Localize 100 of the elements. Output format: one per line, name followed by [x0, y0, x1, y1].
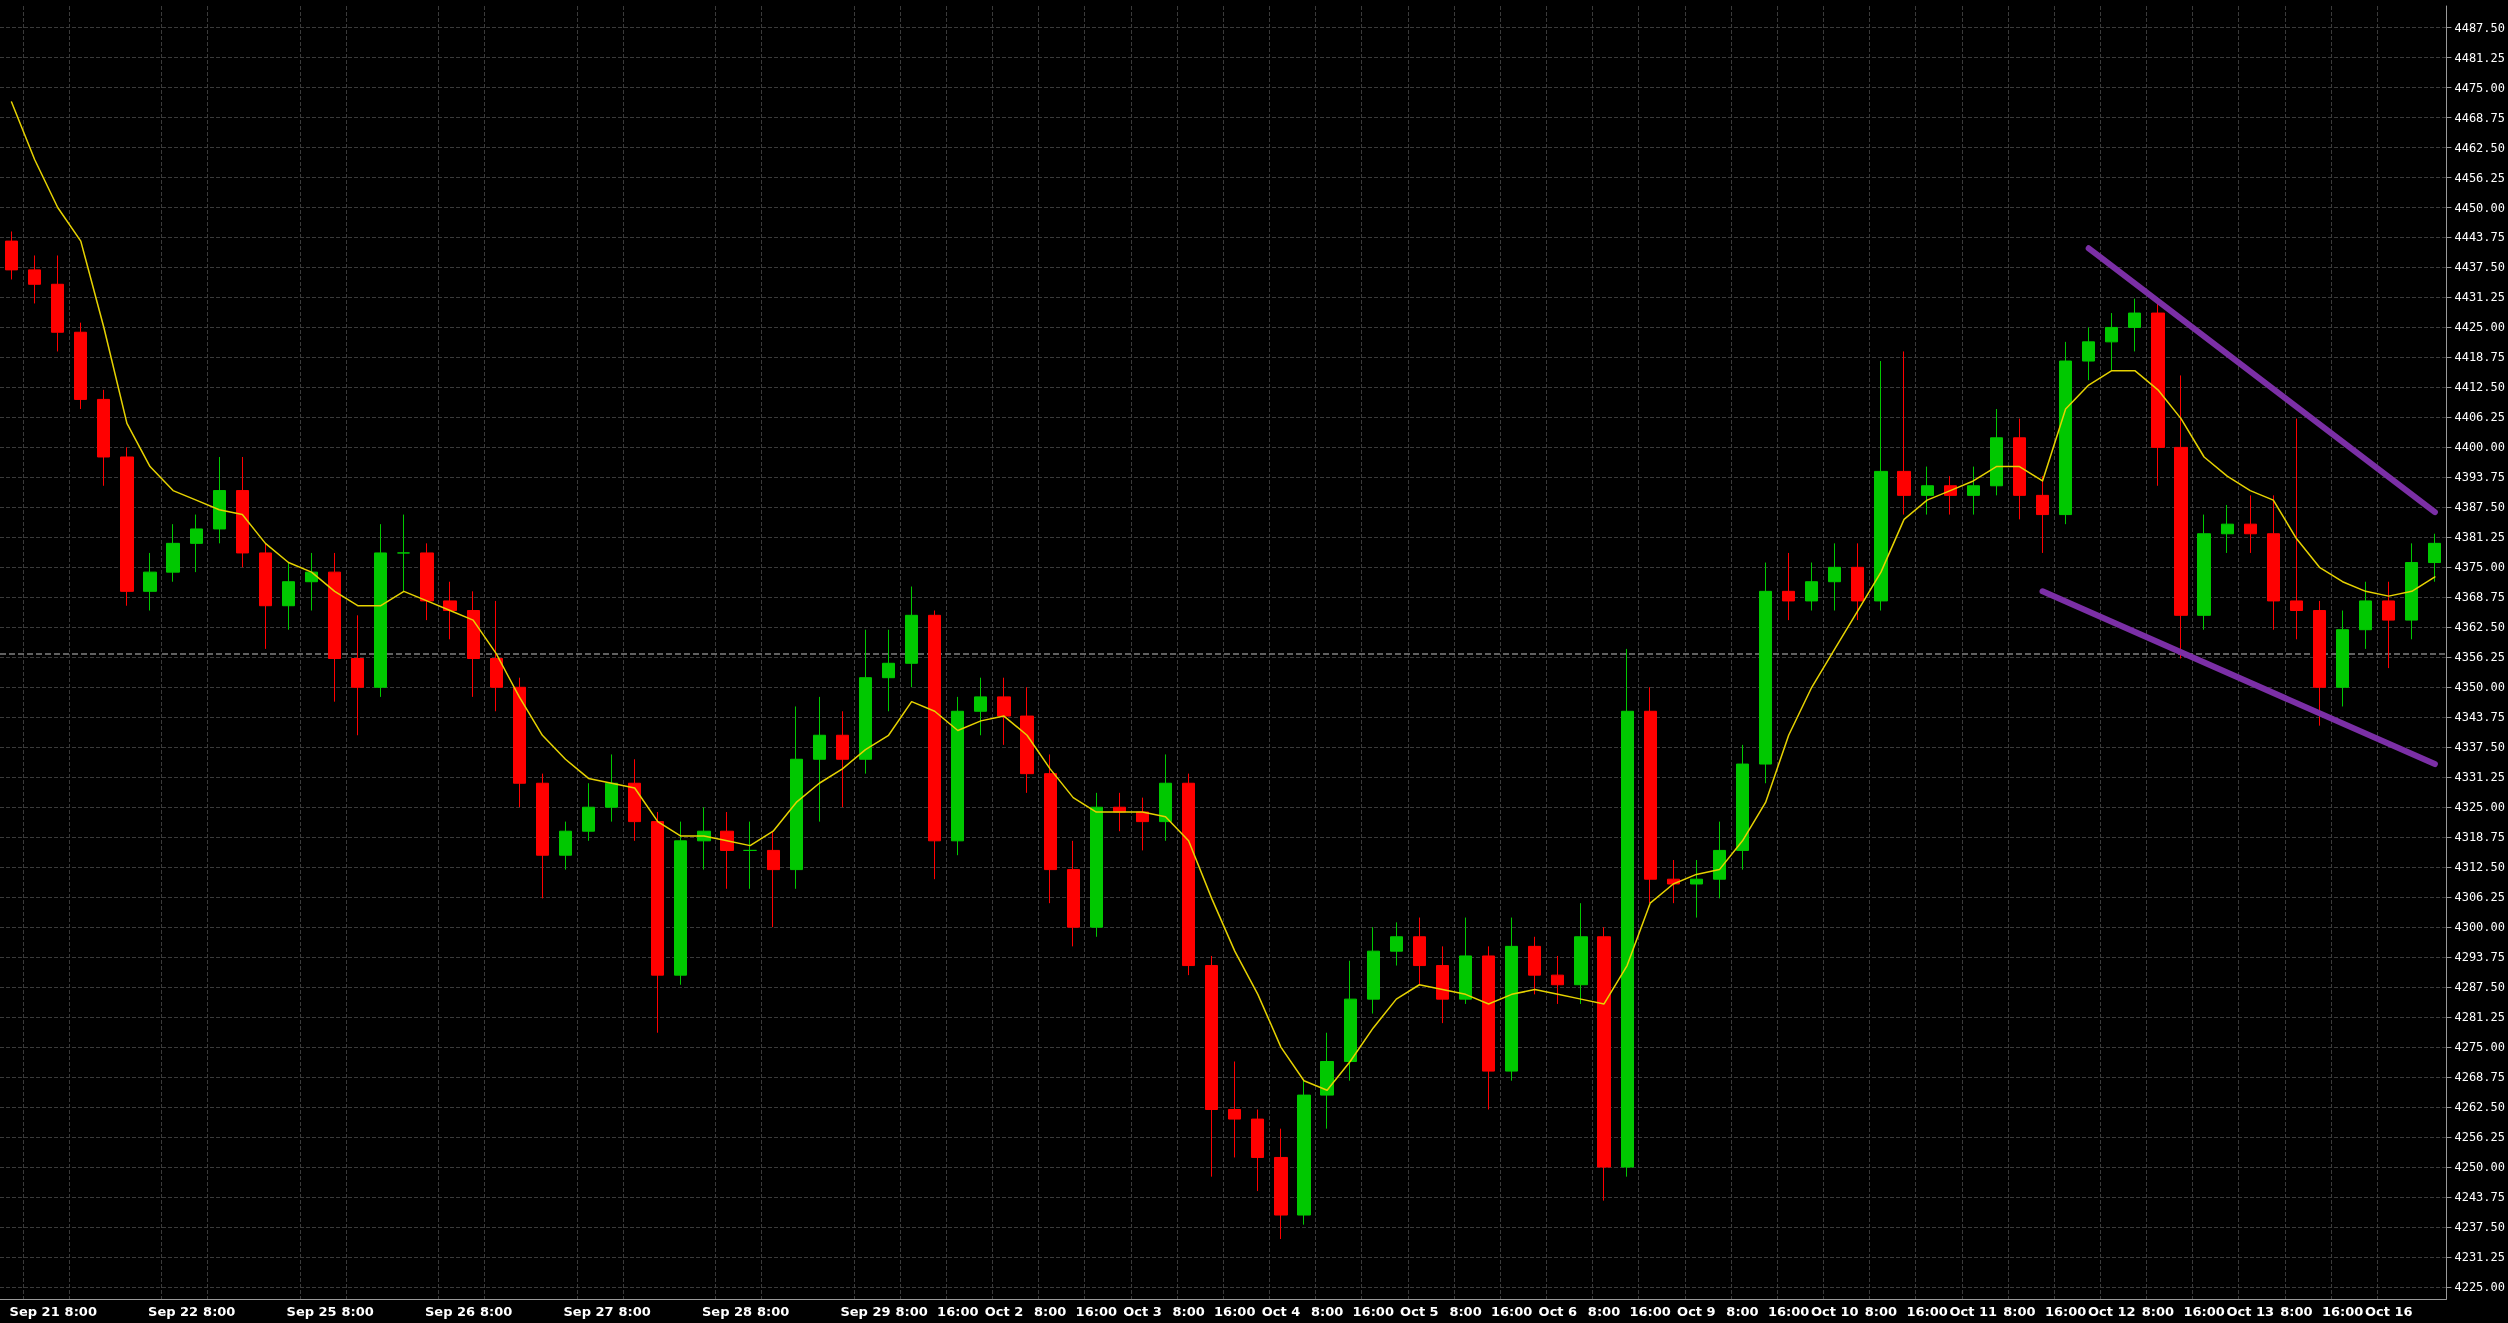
y-tick-label: 4275.00 — [2454, 1040, 2506, 1055]
x-tick-label: Oct 4 — [1261, 1304, 1301, 1319]
x-tick-label: Sep 27 — [563, 1304, 614, 1319]
x-tick-label: 8:00 — [618, 1304, 651, 1319]
x-tick-label: 16:00 — [2183, 1304, 2225, 1319]
y-tick-label: 4481.25 — [2454, 50, 2506, 65]
y-tick-label: 4318.75 — [2454, 830, 2506, 845]
x-tick-label: 8:00 — [203, 1304, 236, 1319]
candlestick — [605, 753, 618, 823]
candlestick — [1759, 562, 1772, 784]
candlestick — [1436, 945, 1449, 1024]
candlestick — [1851, 542, 1864, 621]
y-tick-label: 4450.00 — [2454, 200, 2506, 215]
candlestick — [1044, 753, 1057, 904]
y-tick-label: 4337.50 — [2454, 740, 2506, 755]
candlestick — [1597, 926, 1611, 1202]
candlestick — [259, 542, 272, 650]
candlestick — [1828, 542, 1841, 612]
x-tick-label: 8:00 — [480, 1304, 513, 1319]
x-tick-label: Oct 6 — [1538, 1304, 1578, 1319]
x-tick-label: Sep 22 — [148, 1304, 199, 1319]
candlestick — [1897, 350, 1911, 516]
candlestick — [928, 610, 941, 880]
candlestick — [1228, 1061, 1241, 1158]
y-tick-label: 4462.50 — [2454, 140, 2506, 155]
candlestick — [2267, 494, 2280, 631]
candlestick — [97, 389, 110, 487]
candlestick — [2151, 302, 2165, 487]
x-tick-label: 16:00 — [1075, 1304, 1117, 1319]
y-tick-label: 4456.25 — [2454, 170, 2506, 185]
candlestick — [1090, 792, 1103, 938]
x-tick-label: 8:00 — [2280, 1304, 2313, 1319]
candlestick — [1344, 960, 1357, 1082]
x-tick-label: 16:00 — [1906, 1304, 1948, 1319]
candlestick — [1990, 408, 2003, 496]
candlestick — [582, 782, 595, 842]
candlestick — [1136, 797, 1149, 851]
y-tick-label: 4306.25 — [2454, 890, 2506, 905]
candlestick — [651, 811, 664, 1034]
candlestick — [190, 514, 203, 573]
candlestick — [282, 562, 295, 631]
x-tick-label: 16:00 — [1767, 1304, 1810, 1319]
candlestick — [2336, 610, 2349, 707]
y-tick-label: 4468.75 — [2454, 110, 2506, 125]
y-tick-label: 4356.25 — [2454, 650, 2506, 665]
candlestick — [2382, 581, 2395, 669]
x-tick-label: Sep 21 — [9, 1304, 60, 1319]
candlestick — [743, 821, 757, 890]
x-tick-label: 8:00 — [341, 1304, 374, 1319]
candlestick — [1713, 821, 1726, 899]
y-tick-label: 4325.00 — [2454, 800, 2506, 815]
candlestick — [2082, 326, 2095, 381]
candlestick — [1297, 1080, 1311, 1226]
candlestick — [1320, 1032, 1334, 1130]
candlestick — [974, 677, 987, 736]
y-tick-label: 4437.50 — [2454, 260, 2506, 275]
y-tick-label: 4250.00 — [2454, 1160, 2506, 1175]
y-tick-label: 4300.00 — [2454, 920, 2506, 935]
x-tick-label: 8:00 — [1310, 1304, 1344, 1319]
candlestick — [513, 677, 526, 808]
y-tick-label: 4287.50 — [2454, 980, 2506, 995]
candlestick — [2174, 374, 2188, 659]
x-tick-label: 16:00 — [1214, 1304, 1256, 1319]
x-tick-label: Oct 11 — [1949, 1304, 1998, 1319]
y-tick-label: 4400.00 — [2454, 440, 2506, 455]
x-tick-label: Oct 5 — [1400, 1304, 1439, 1319]
candlestick — [5, 231, 18, 280]
candlestick — [166, 523, 180, 583]
candlestick — [1551, 955, 1564, 1005]
candlestick — [213, 456, 226, 544]
candlestick — [328, 552, 341, 703]
candlestick — [882, 629, 895, 712]
candlestick — [628, 758, 641, 842]
candlestick — [1067, 840, 1080, 947]
y-tick-label: 4281.25 — [2454, 1010, 2506, 1025]
candlestick — [2105, 312, 2118, 372]
candlestick — [859, 629, 872, 775]
y-tick-label: 4375.00 — [2454, 560, 2506, 575]
candlestick — [1736, 744, 1749, 871]
candlestick — [2359, 581, 2372, 650]
x-tick-label: Oct 12 — [2087, 1304, 2136, 1319]
candlestick — [1528, 936, 1541, 995]
candlestick — [674, 821, 687, 986]
y-tick-label: 4225.00 — [2454, 1280, 2506, 1295]
candlestick — [790, 705, 803, 890]
y-tick-label: 4331.25 — [2454, 770, 2506, 785]
x-tick-label: 8:00 — [1172, 1304, 1205, 1319]
line-series — [10, 101, 2436, 1092]
y-tick-label: 4343.75 — [2454, 710, 2506, 725]
x-tick-label: Oct 2 — [984, 1304, 1024, 1319]
x-tick-label: Oct 9 — [1677, 1304, 1716, 1319]
y-tick-label: 4431.25 — [2454, 290, 2506, 305]
candlestick — [2405, 542, 2418, 640]
candlestick — [1644, 686, 1657, 904]
x-tick-label: 16:00 — [2321, 1304, 2364, 1319]
candlestick — [2059, 341, 2072, 525]
y-tick-label: 4406.25 — [2454, 410, 2506, 425]
candlestick — [1390, 921, 1403, 967]
candlestick — [720, 811, 734, 890]
x-tick-label: 8:00 — [2003, 1304, 2036, 1319]
